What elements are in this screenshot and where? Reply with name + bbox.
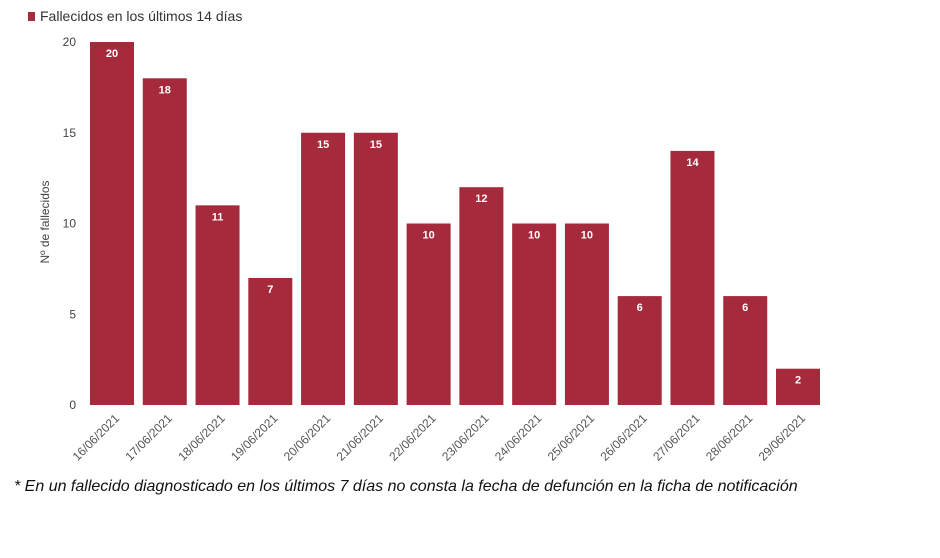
bar <box>353 132 398 405</box>
data-label: 2 <box>795 375 801 387</box>
legend-label: Fallecidos en los últimos 14 días <box>40 8 243 24</box>
x-tick-label: 18/06/2021 <box>175 411 228 464</box>
data-label: 10 <box>422 230 434 242</box>
y-tick-label: 5 <box>69 307 76 321</box>
data-label: 6 <box>742 302 748 314</box>
legend: Fallecidos en los últimos 14 días <box>28 8 242 24</box>
x-tick-label: 26/06/2021 <box>597 411 650 464</box>
bar <box>301 132 346 405</box>
x-tick-label: 19/06/2021 <box>228 411 281 464</box>
x-tick-label: 16/06/2021 <box>70 411 123 464</box>
y-axis-label: Nº de fallecidos <box>38 180 52 263</box>
bar <box>406 223 451 405</box>
bar <box>142 78 187 406</box>
bar <box>512 223 557 405</box>
y-tick-label: 20 <box>63 35 77 49</box>
data-label: 14 <box>686 157 699 169</box>
data-label: 10 <box>581 230 593 242</box>
data-label: 6 <box>637 302 643 314</box>
bar <box>459 187 504 405</box>
x-tick-label: 22/06/2021 <box>386 411 439 464</box>
x-tick-label: 27/06/2021 <box>650 411 703 464</box>
x-tick-label: 21/06/2021 <box>334 411 387 464</box>
data-label: 18 <box>159 84 171 96</box>
bar <box>617 296 662 405</box>
x-tick-label: 24/06/2021 <box>492 411 545 464</box>
x-tick-label: 23/06/2021 <box>439 411 492 464</box>
y-tick-label: 0 <box>69 398 76 412</box>
x-tick-label: 28/06/2021 <box>703 411 756 464</box>
data-label: 10 <box>528 230 540 242</box>
data-label: 11 <box>212 211 224 223</box>
x-tick-label: 17/06/2021 <box>123 411 176 464</box>
x-tick-label: 25/06/2021 <box>545 411 598 464</box>
y-tick-label: 10 <box>63 217 77 231</box>
x-tick-label: 20/06/2021 <box>281 411 334 464</box>
y-tick-label: 15 <box>63 126 77 140</box>
bar <box>564 223 609 405</box>
bar <box>723 296 768 405</box>
data-label: 20 <box>106 48 118 60</box>
legend-swatch <box>28 11 35 21</box>
bar <box>248 277 293 405</box>
bar <box>670 150 715 405</box>
footnote: * En un fallecido diagnosticado en los ú… <box>14 478 798 495</box>
data-label: 15 <box>370 139 382 151</box>
data-label: 12 <box>475 193 487 205</box>
data-label: 7 <box>267 284 273 296</box>
bar <box>195 205 240 405</box>
x-tick-label: 29/06/2021 <box>756 411 809 464</box>
bar <box>90 42 134 405</box>
data-label: 15 <box>317 139 329 151</box>
bar <box>776 368 821 405</box>
